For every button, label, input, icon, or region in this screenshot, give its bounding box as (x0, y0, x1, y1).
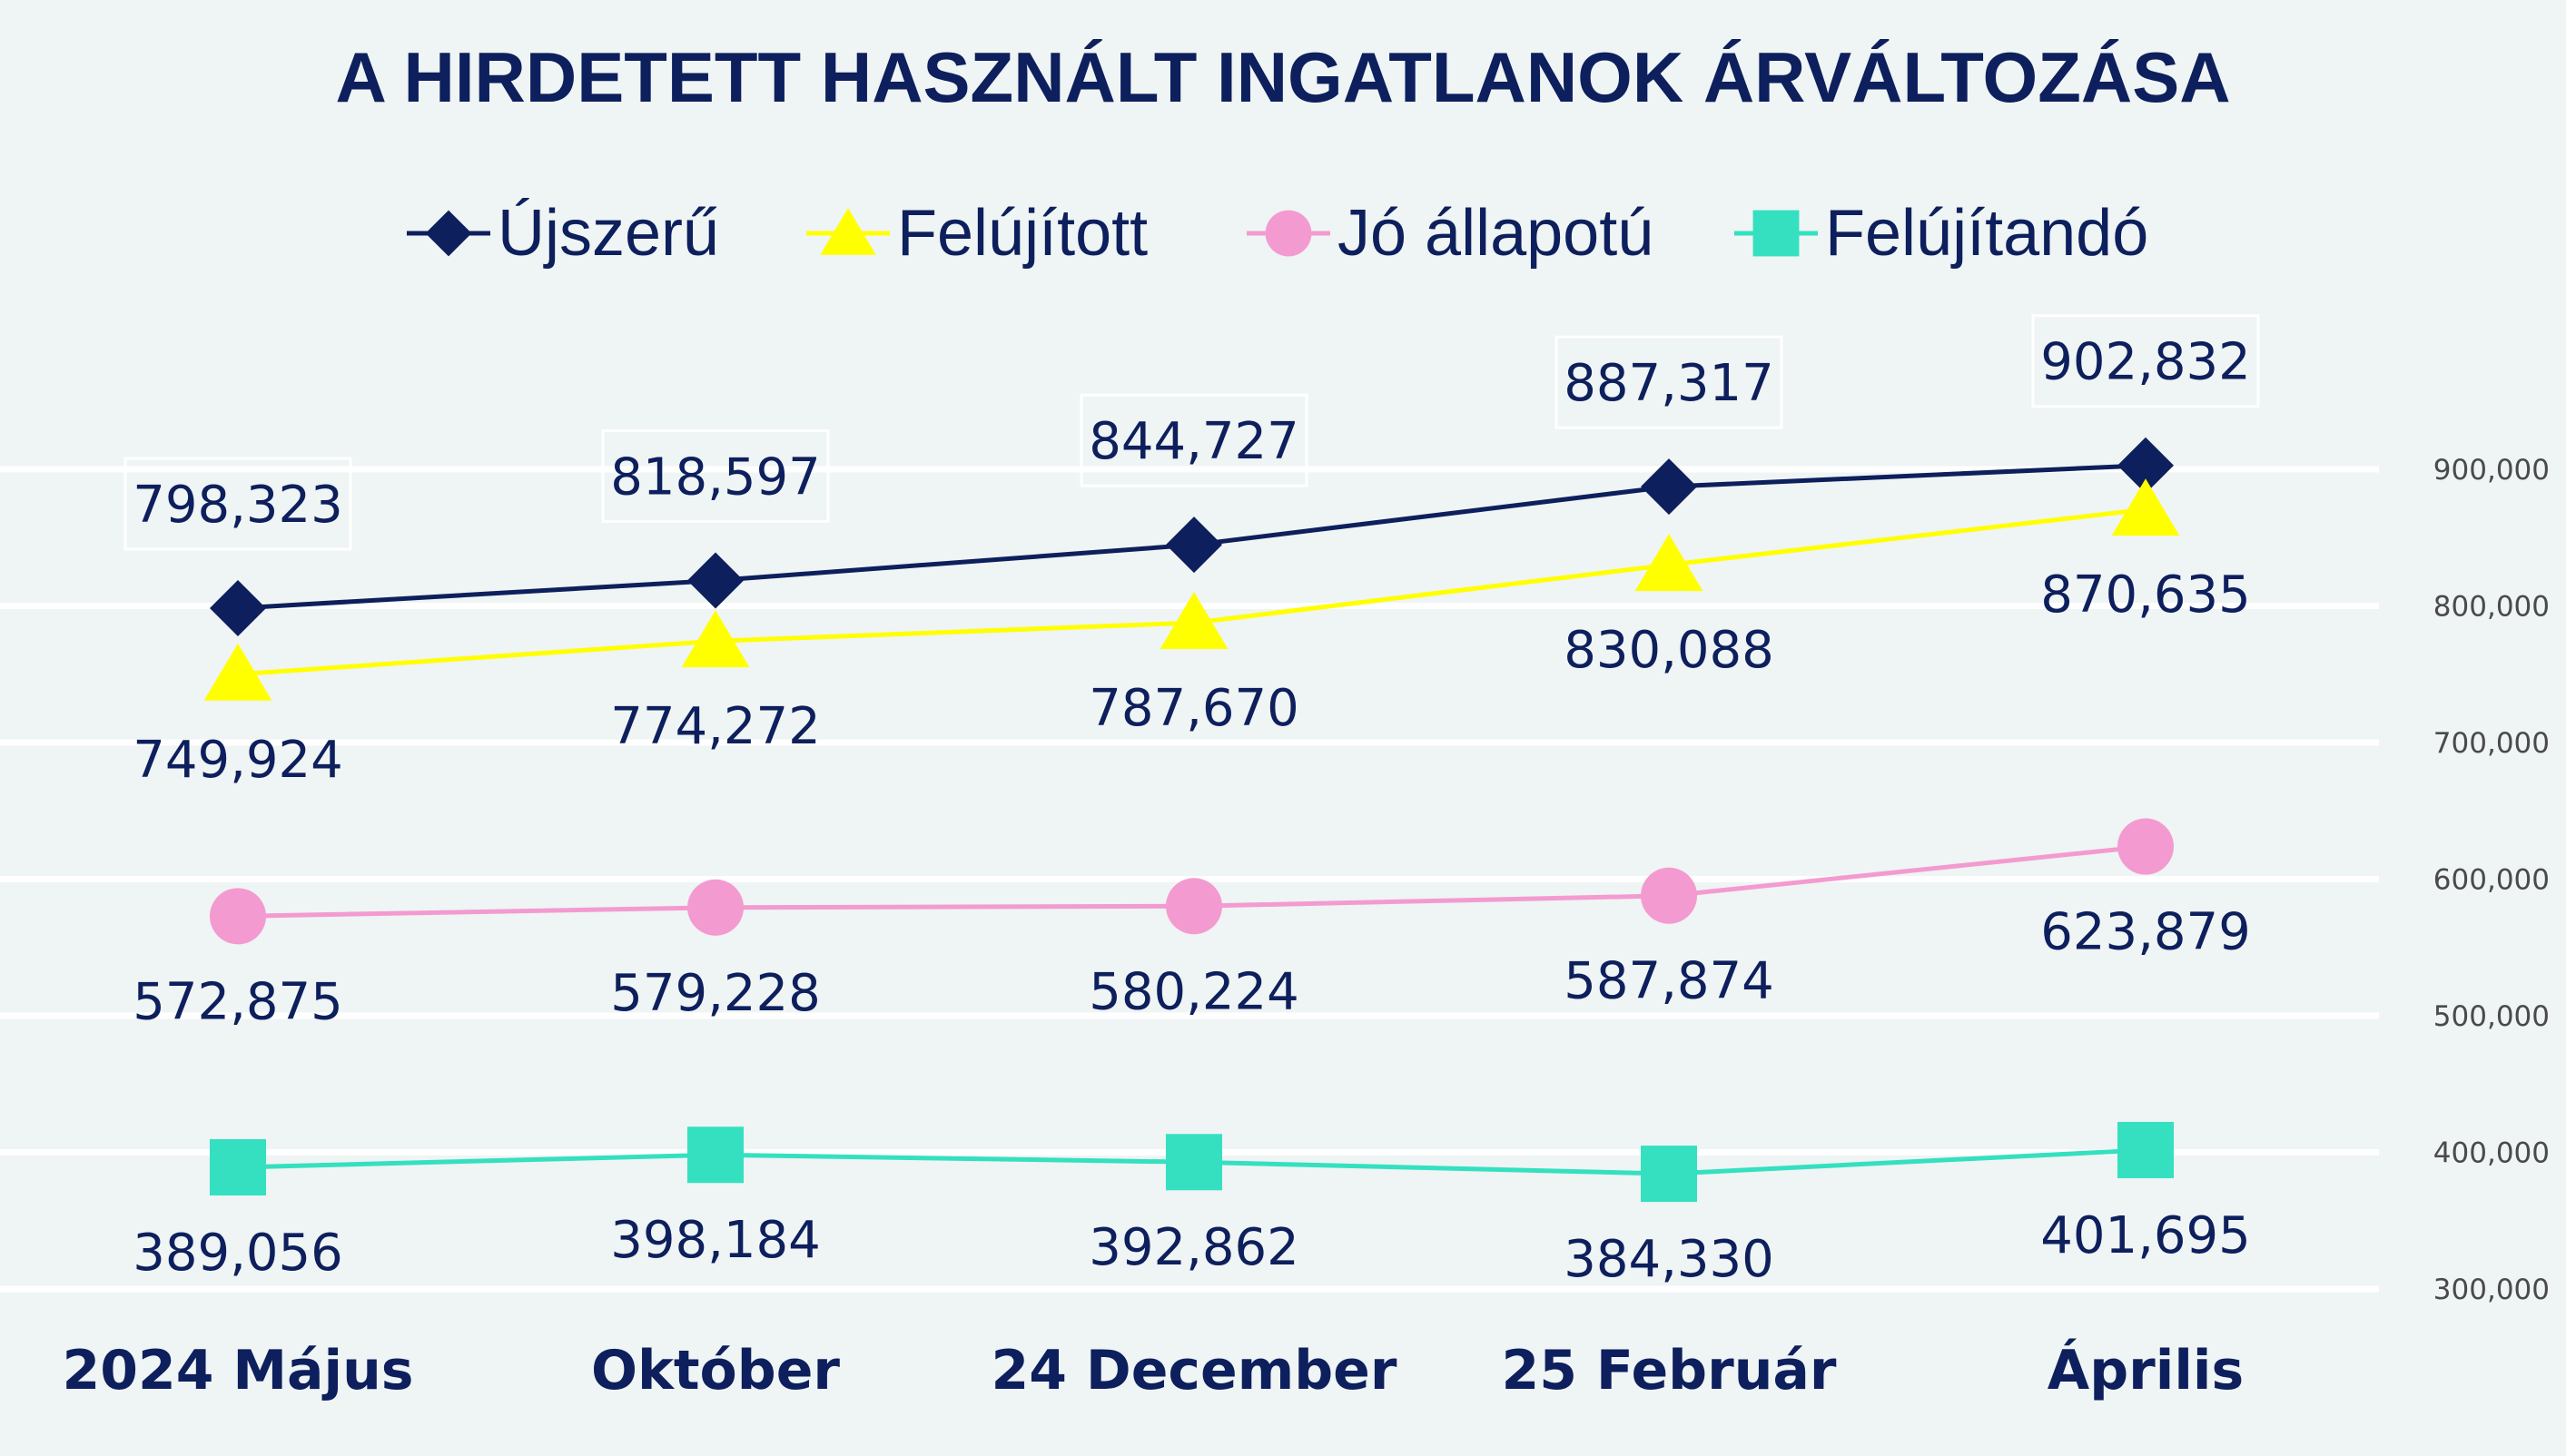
data-label: 887,317 (1564, 354, 1774, 413)
series-marker (210, 1138, 266, 1195)
data-label-box (2031, 314, 2260, 408)
legend-marker (425, 210, 472, 257)
data-label: 579,228 (610, 964, 821, 1023)
legend: Újszerű Felújított Jó állapotú Felújítandó (407, 197, 2148, 270)
y-axis-ticks: 900,000 800,000 700,000 600,000 500,000 400,0… (2433, 454, 2550, 1306)
data-label: 798,323 (133, 476, 343, 535)
x-tick-label: 2024 Május (62, 1339, 413, 1402)
series-marker (1166, 1134, 1222, 1191)
series-marker (1641, 458, 1697, 516)
legend-marker (820, 208, 876, 255)
legend-label: Felújítandó (1825, 197, 2148, 270)
data-label: 587,874 (1564, 952, 1774, 1011)
y-tick-label: 300,000 (2433, 1274, 2550, 1306)
legend-label: Jó állapotú (1337, 197, 1653, 270)
series-marker (1634, 534, 1703, 592)
y-tick-label: 600,000 (2433, 864, 2550, 897)
x-tick-label: Október (591, 1339, 840, 1402)
data-label: 572,875 (133, 972, 343, 1031)
data-label-box (123, 457, 352, 551)
data-label-box (1554, 335, 1783, 429)
series-marker (1641, 1146, 1697, 1203)
data-label: 392,862 (1089, 1218, 1299, 1277)
data-label: 401,695 (2040, 1206, 2251, 1265)
series-marker (1160, 592, 1229, 649)
series-marker (2117, 437, 2174, 494)
data-label: 902,832 (2040, 333, 2251, 392)
legend-marker (1265, 210, 1312, 257)
data-label: 830,088 (1564, 621, 1774, 680)
x-tick-label: 25 Február (1502, 1339, 1837, 1402)
data-label: 580,224 (1089, 962, 1299, 1021)
x-axis-ticks: 2024 Május Október 24 December 25 Február Áp… (62, 1338, 2244, 1402)
data-labels: 798,323 818,597 844,727 887,317 902,832 749,9… (123, 314, 2260, 1289)
legend-label: Újszerű (498, 197, 719, 270)
data-label: 787,670 (1089, 679, 1299, 738)
series-marker (2111, 478, 2180, 536)
legend-label: Felújított (897, 197, 1148, 270)
data-label: 384,330 (1564, 1230, 1774, 1289)
series-marker (2117, 818, 2174, 875)
y-tick-label: 700,000 (2433, 727, 2550, 760)
y-tick-label: 500,000 (2433, 1000, 2550, 1033)
data-label: 774,272 (610, 697, 821, 756)
series-marker (1166, 878, 1222, 935)
data-label: 749,924 (133, 731, 343, 790)
series-marker (1166, 516, 1222, 574)
data-label: 870,635 (2040, 566, 2251, 625)
series-marker (687, 552, 744, 609)
data-label: 818,597 (610, 448, 821, 507)
data-label: 844,727 (1089, 412, 1299, 471)
x-tick-label: 24 December (992, 1339, 1397, 1402)
series-markers (203, 437, 2180, 1203)
chart-title: A HIRDETETT HASZNÁLT INGATLANOK ÁRVÁLTOZ… (335, 37, 2230, 117)
series-marker (687, 879, 744, 936)
series-marker (681, 610, 750, 668)
x-tick-label: Április (2048, 1338, 2244, 1402)
data-label: 398,184 (610, 1211, 821, 1270)
legend-marker (1752, 210, 1800, 257)
data-label: 389,056 (133, 1224, 343, 1283)
y-tick-label: 900,000 (2433, 454, 2550, 487)
series-marker (1641, 867, 1697, 924)
series-marker (210, 888, 266, 945)
data-label-box (601, 429, 830, 524)
data-label: 623,879 (2040, 903, 2251, 962)
y-tick-label: 800,000 (2433, 591, 2550, 624)
series-marker (203, 643, 272, 701)
series-marker (2117, 1121, 2174, 1178)
y-tick-label: 400,000 (2433, 1137, 2550, 1170)
series-marker (210, 580, 266, 637)
data-label-box (1080, 393, 1308, 487)
series-marker (687, 1126, 744, 1184)
